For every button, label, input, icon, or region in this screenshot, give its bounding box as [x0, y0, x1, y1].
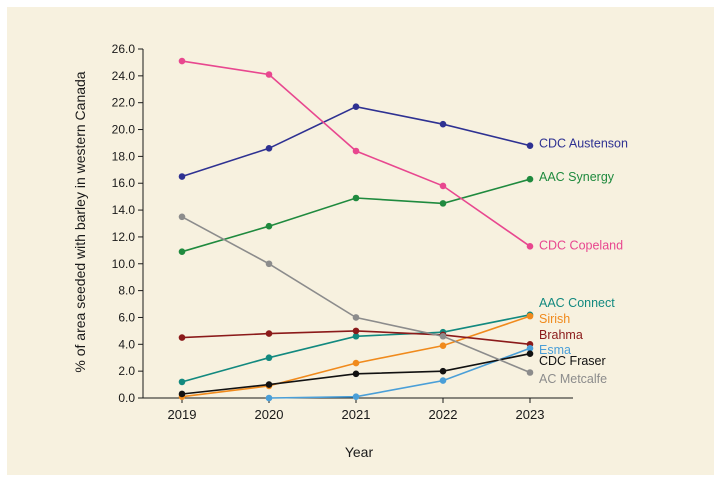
y-tick-label: 20.0 [112, 123, 136, 137]
data-point-sirish [439, 342, 447, 349]
series-lines [181, 60, 531, 399]
data-point-aac-synergy [439, 200, 447, 207]
data-point-cdc-fraser [178, 390, 186, 398]
data-point-aac-connect [265, 354, 273, 362]
series-points [178, 57, 534, 402]
series-line-aac-synergy [181, 178, 531, 253]
chart-panel: 0.0 2.0 4.0 6.0 8.0 10.0 12.0 14.0 16.0 18.0 20.0 2… [7, 7, 714, 475]
y-tick-label: 0.0 [118, 391, 135, 405]
data-point-sirish [352, 359, 360, 367]
data-point-cdc-austenson [352, 103, 360, 111]
y-tick-label: 22.0 [112, 96, 136, 110]
axes: 0.0 2.0 4.0 6.0 8.0 10.0 12.0 14.0 16.0 18.0 20.0 2… [112, 42, 573, 422]
series-label-aac-connect: AAC Connect [539, 296, 615, 310]
y-tick-label: 24.0 [112, 69, 136, 83]
series-line-cdc-austenson [181, 105, 531, 178]
y-tick-label: 10.0 [112, 257, 136, 271]
y-tick-label: 12.0 [112, 230, 136, 244]
data-point-aac-synergy [178, 248, 186, 255]
series-labels: CDC Austenson AAC Synergy CDC Copeland AAC … [539, 137, 628, 386]
data-point-cdc-austenson [526, 142, 534, 149]
data-point-brahma [265, 330, 273, 337]
data-point-cdc-fraser [526, 350, 534, 358]
x-tick-label: 2022 [429, 407, 458, 422]
series-label-aac-synergy: AAC Synergy [539, 170, 615, 184]
data-point-cdc-fraser [439, 367, 447, 375]
series-label-brahma: Brahma [539, 328, 583, 342]
data-point-brahma [352, 327, 360, 335]
y-tick-label: 6.0 [118, 310, 135, 324]
data-point-esma [265, 394, 273, 402]
data-point-cdc-copeland [439, 182, 447, 190]
data-point-cdc-austenson [178, 173, 186, 180]
data-point-cdc-fraser [265, 381, 273, 388]
series-label-cdc-copeland: CDC Copeland [539, 238, 623, 252]
series-label-cdc-austenson: CDC Austenson [539, 137, 628, 151]
series-label-ac-metcalfe: AC Metcalfe [539, 372, 607, 386]
series-label-esma: Esma [539, 343, 571, 357]
data-point-cdc-copeland [352, 147, 360, 155]
x-tick-label: 2021 [342, 407, 371, 422]
data-point-ac-metcalfe [265, 260, 273, 268]
y-tick-label: 16.0 [112, 176, 136, 190]
data-point-cdc-austenson [265, 145, 273, 152]
data-point-aac-synergy [526, 175, 534, 183]
y-tick-label: 4.0 [118, 337, 135, 351]
data-point-aac-synergy [352, 194, 360, 202]
y-axis-title: % of area seeded with barley in western … [72, 71, 88, 372]
data-point-cdc-copeland [178, 57, 186, 65]
y-tick-label: 18.0 [112, 149, 136, 163]
data-point-cdc-austenson [439, 120, 447, 128]
y-tick-label: 14.0 [112, 203, 136, 217]
series-line-ac-metcalfe [181, 216, 531, 374]
y-tick-label: 26.0 [112, 42, 136, 56]
line-chart: 0.0 2.0 4.0 6.0 8.0 10.0 12.0 14.0 16.0 18.0 20.0 2… [72, 42, 628, 460]
data-point-cdc-copeland [526, 243, 534, 250]
data-point-cdc-fraser [352, 370, 360, 378]
data-point-ac-metcalfe [439, 332, 447, 340]
data-point-aac-connect [352, 332, 360, 340]
data-point-ac-metcalfe [352, 314, 360, 321]
x-tick-label: 2019 [168, 407, 197, 422]
y-tick-label: 2.0 [118, 364, 135, 378]
data-point-ac-metcalfe [178, 213, 186, 221]
data-point-cdc-copeland [265, 71, 273, 78]
series-label-cdc-fraser: CDC Fraser [539, 354, 606, 368]
data-point-aac-synergy [265, 222, 273, 230]
data-point-esma [526, 345, 534, 352]
data-point-brahma [178, 334, 186, 341]
series-label-sirish: Sirish [539, 312, 570, 326]
y-tick-label: 8.0 [118, 284, 135, 298]
data-point-ac-metcalfe [526, 369, 534, 376]
data-point-sirish [526, 312, 534, 320]
data-point-esma [439, 377, 447, 384]
data-point-esma [352, 393, 360, 400]
x-axis-title: Year [345, 444, 374, 460]
x-tick-label: 2023 [516, 407, 545, 422]
x-tick-label: 2020 [255, 407, 284, 422]
series-line-esma [268, 347, 531, 399]
data-point-aac-connect [178, 378, 186, 386]
